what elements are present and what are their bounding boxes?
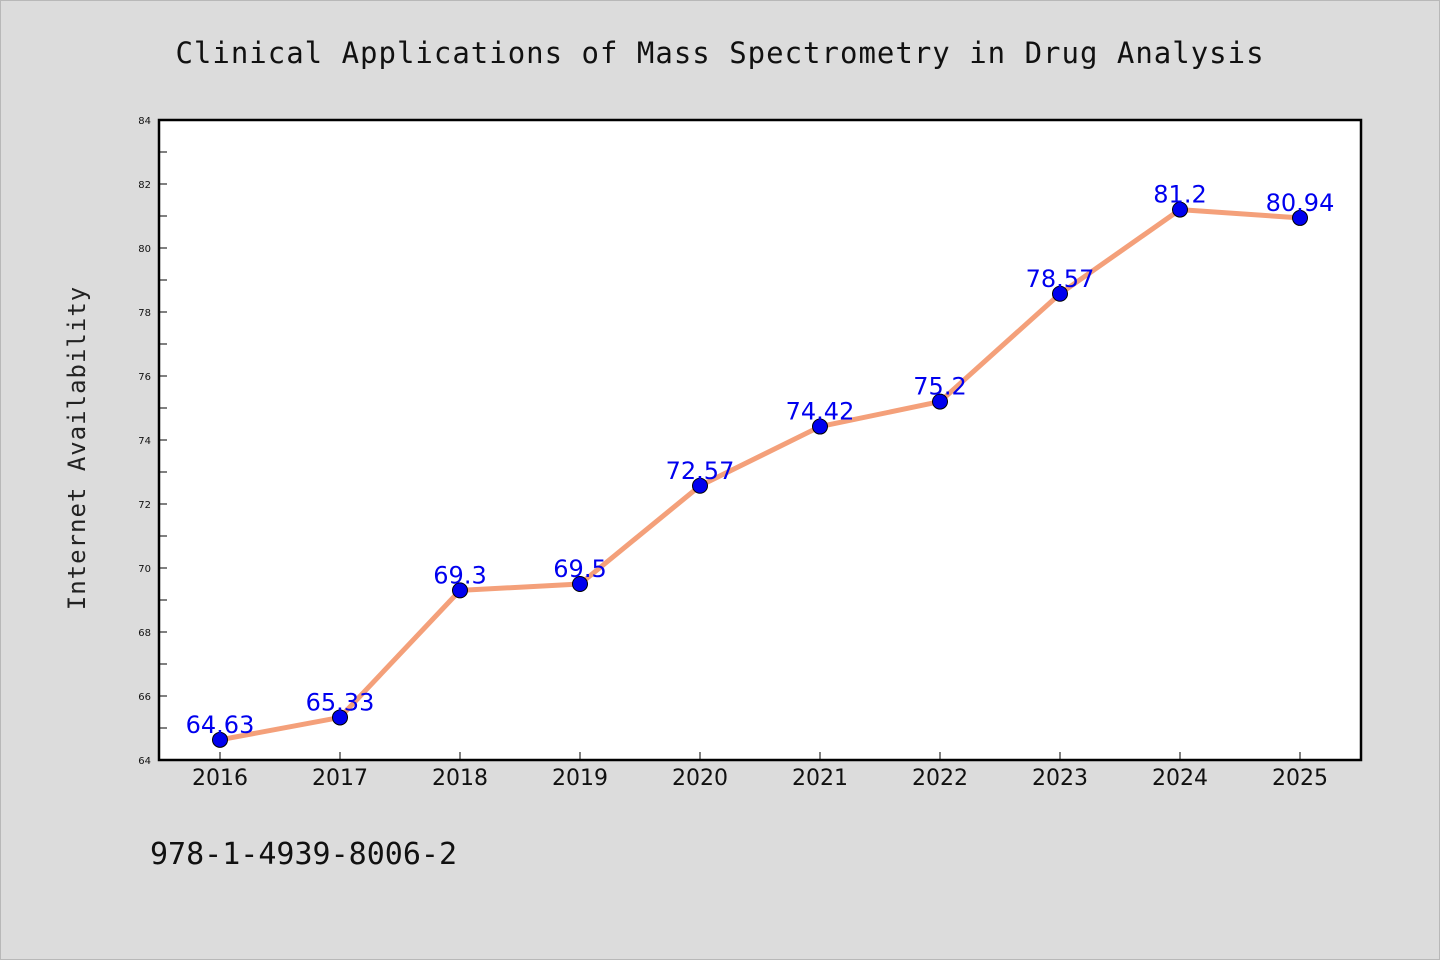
data-label: 72.57 — [666, 457, 735, 485]
data-label: 69.3 — [433, 561, 486, 589]
y-axis-label: Internet Availability — [63, 286, 91, 610]
series-line — [217, 207, 1303, 743]
data-label: 80.94 — [1266, 189, 1335, 217]
series-line-group — [217, 207, 1303, 743]
x-tick-label: 2017 — [312, 766, 368, 791]
data-point — [212, 731, 228, 748]
data-point — [1172, 201, 1188, 218]
y-tick-label: 80 — [138, 244, 151, 255]
x-tick-label: 2023 — [1032, 766, 1088, 791]
y-tick-label: 68 — [138, 628, 151, 639]
data-label: 74.42 — [786, 398, 855, 426]
data-point — [812, 418, 828, 435]
chart-title: Clinical Applications of Mass Spectromet… — [175, 36, 1264, 70]
isbn-footer: 978-1-4939-8006-2 — [150, 837, 457, 872]
y-tick-label: 84 — [138, 116, 151, 127]
markers-group — [212, 201, 1308, 748]
y-tick-label: 78 — [138, 308, 151, 319]
data-label: 81.2 — [1153, 181, 1206, 209]
data-point — [932, 393, 948, 410]
y-tick-label: 72 — [138, 500, 151, 511]
data-point — [692, 477, 708, 494]
x-axis: 2016 2017 2018 2019 2020 2021 2022 2023 2024 2025 — [192, 752, 1328, 791]
data-label: 65.33 — [306, 688, 375, 716]
data-point — [1292, 209, 1308, 226]
data-point — [452, 582, 468, 599]
x-tick-label: 2025 — [1272, 766, 1328, 791]
data-labels-group: 64.63 65.33 69.3 69.5 72.57 74.42 75.2 78.57 81.… — [186, 181, 1335, 739]
y-tick-label: 64 — [138, 756, 151, 767]
y-tick-label: 76 — [138, 372, 151, 383]
x-tick-label: 2021 — [792, 766, 848, 791]
x-tick-label: 2018 — [432, 766, 488, 791]
data-label: 64.63 — [186, 711, 255, 739]
x-tick-label: 2016 — [192, 766, 248, 791]
y-tick-label: 70 — [138, 564, 151, 575]
data-point — [1052, 285, 1068, 302]
plot-area — [157, 118, 1363, 762]
y-tick-label: 82 — [138, 180, 151, 191]
y-tick-label: 74 — [138, 436, 151, 447]
data-point — [332, 709, 348, 726]
x-tick-label: 2022 — [912, 766, 968, 791]
x-tick-label: 2020 — [672, 766, 728, 791]
x-tick-label: 2019 — [552, 766, 608, 791]
data-point — [572, 576, 588, 592]
y-axis: 64 66 68 70 72 74 76 78 80 82 84 — [138, 116, 167, 767]
data-label: 78.57 — [1026, 265, 1095, 293]
data-label: 75.2 — [913, 373, 966, 401]
x-tick-label: 2024 — [1152, 766, 1208, 791]
data-label: 69.5 — [553, 555, 606, 583]
y-tick-label: 66 — [138, 692, 151, 703]
